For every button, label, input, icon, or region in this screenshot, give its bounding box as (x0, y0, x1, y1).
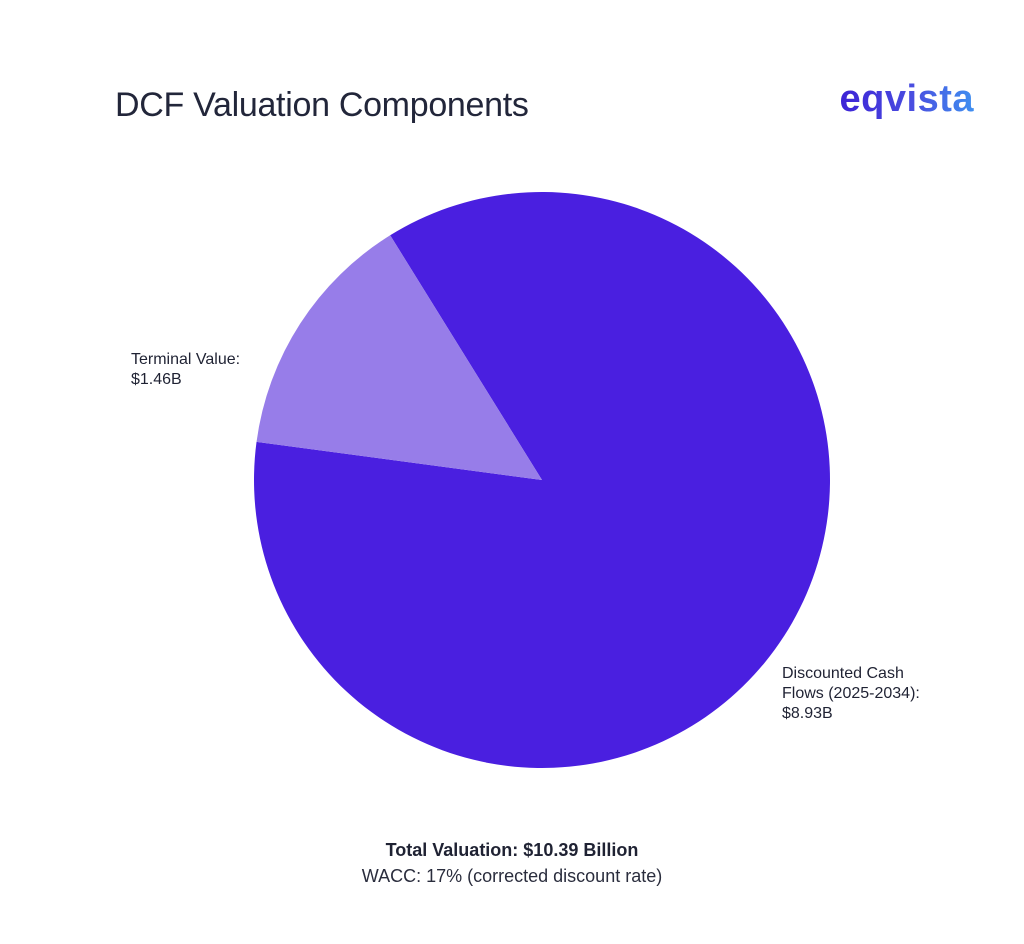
total-valuation-text: Total Valuation: $10.39 Billion (385, 840, 639, 860)
eqvista-logo: eqvista (839, 78, 974, 120)
wacc-note-text: WACC: 17% (corrected discount rate) (361, 866, 663, 886)
pie-slice-terminal-value (256, 235, 542, 480)
dcf-label-amount: $8.93B (782, 705, 833, 722)
terminal-value-label-name: Terminal Value: (131, 351, 241, 368)
dcf-label-line-2: Flows (2025-2034): (782, 685, 920, 702)
slice-label-discounted-cash-flows: Discounted Cash Flows (2025-2034): $8.93… (782, 664, 982, 724)
slice-label-terminal-value: Terminal Value: $1.46B (131, 350, 311, 390)
chart-title: DCF Valuation Components (115, 86, 529, 124)
dcf-label-line-1: Discounted Cash (782, 665, 904, 682)
terminal-value-label-amount: $1.46B (131, 371, 182, 388)
